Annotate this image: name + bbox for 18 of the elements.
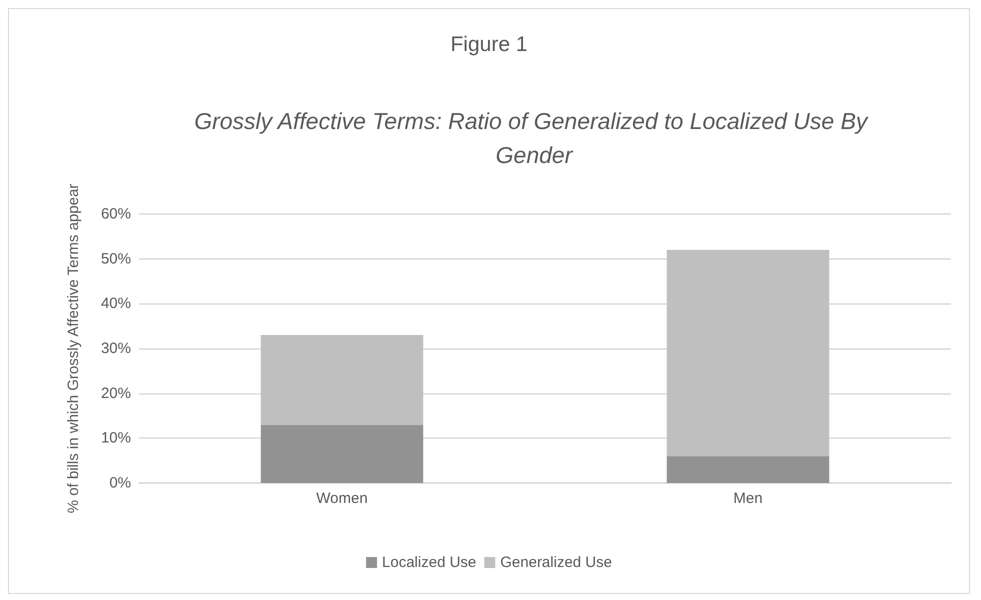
x-tick-label: Women <box>316 490 368 507</box>
bar <box>666 250 830 456</box>
chart-subtitle: Grossly Affective Terms: Ratio of Generalized to Localized Use By Gender <box>194 108 874 168</box>
bar <box>260 335 424 425</box>
y-tick-label: 40% <box>100 295 131 312</box>
legend-label: Generalized Use <box>500 554 612 571</box>
bar <box>260 424 424 483</box>
y-tick-label: 0% <box>109 474 131 492</box>
y-tick-label: 50% <box>100 250 131 268</box>
y-tick-label: 60% <box>100 206 131 222</box>
y-tick-label: 20% <box>100 384 131 402</box>
y-axis-title: % of bills in which Grossly Affective Terms appear <box>65 184 82 514</box>
chart-title: Figure 1 <box>450 33 528 56</box>
bar <box>666 456 830 483</box>
y-tick-label: 30% <box>100 340 131 357</box>
y-tick-label: 10% <box>100 430 131 447</box>
x-tick-label: Men <box>733 490 763 507</box>
legend-label: Localized Use <box>382 554 476 571</box>
